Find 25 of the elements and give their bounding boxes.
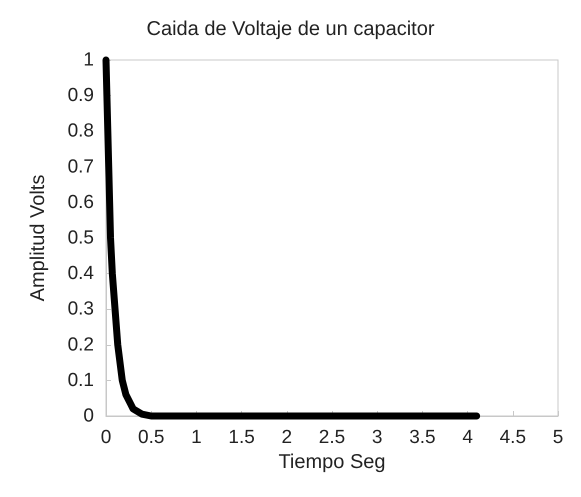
- x-tick-label: 3: [372, 427, 382, 448]
- x-tick-label: 0: [100, 427, 112, 448]
- y-tick-label: 0.1: [68, 370, 94, 391]
- y-tick-label: 0.4: [68, 263, 94, 284]
- x-tick-label: 4: [462, 427, 474, 448]
- y-tick-label: 0.3: [68, 298, 94, 320]
- x-tick-label: 1.5: [228, 427, 255, 448]
- y-tick-label: 0.8: [68, 120, 94, 142]
- y-tick-label: 0.6: [68, 192, 94, 213]
- y-tick-label: 0: [83, 406, 94, 426]
- x-tick-label: 2.5: [318, 427, 346, 448]
- x-axis-title: Tiempo Seg: [278, 450, 386, 473]
- x-tick-label: 0.5: [138, 427, 164, 448]
- x-tick-label: 5: [552, 427, 564, 448]
- y-axis-title: Amplitud Volts: [27, 174, 49, 302]
- y-tick-label: 1: [83, 50, 94, 70]
- y-tick-label: 0.9: [68, 85, 94, 106]
- x-tick-label: 1: [191, 427, 202, 448]
- chart-title: Caida de Voltaje de un capacitor: [146, 18, 435, 40]
- x-tick-label: 2: [282, 427, 292, 448]
- x-tick-label: 4.5: [500, 427, 526, 448]
- y-tick-label: 0.2: [68, 334, 94, 356]
- y-tick-label: 0.5: [68, 228, 94, 248]
- y-tick-label: 0.7: [68, 156, 94, 178]
- x-tick-label: 3.5: [409, 427, 436, 448]
